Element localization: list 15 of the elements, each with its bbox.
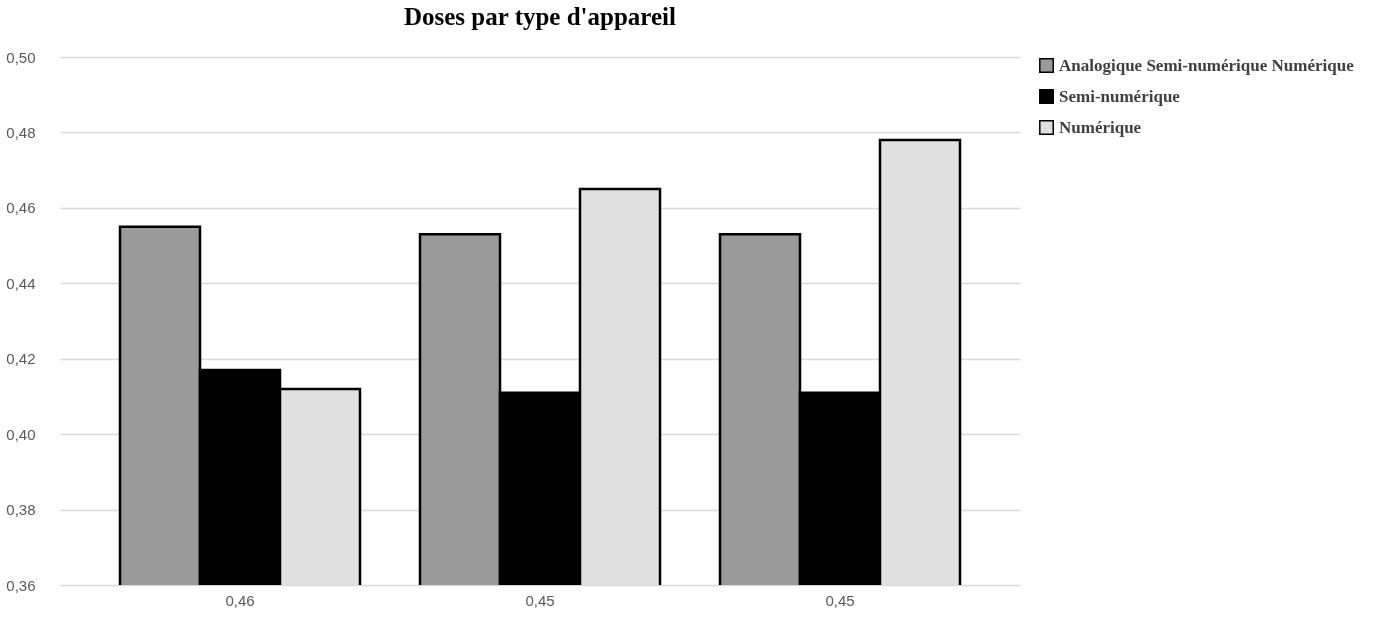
x-tick-label: 0,45 bbox=[825, 591, 855, 609]
x-tick-label: 0,46 bbox=[225, 591, 255, 609]
y-tick-label: 0,46 bbox=[6, 199, 36, 217]
y-tick-label: 0,44 bbox=[6, 274, 36, 292]
y-tick-label: 0,36 bbox=[6, 576, 36, 594]
legend-label: Numérique bbox=[1059, 117, 1142, 137]
y-tick-label: 0,42 bbox=[6, 350, 36, 368]
y-tick-label: 0,50 bbox=[6, 48, 36, 66]
legend-label: Semi-numérique bbox=[1059, 86, 1181, 106]
chart-title: Doses par type d'appareil bbox=[403, 3, 677, 30]
y-tick-label: 0,40 bbox=[6, 425, 36, 443]
y-tick-label: 0,38 bbox=[6, 501, 36, 519]
x-tick-label: 0,45 bbox=[525, 591, 555, 609]
legend-label: Analogique Semi-numérique Numérique bbox=[1059, 55, 1355, 75]
y-tick-label: 0,48 bbox=[6, 123, 36, 141]
